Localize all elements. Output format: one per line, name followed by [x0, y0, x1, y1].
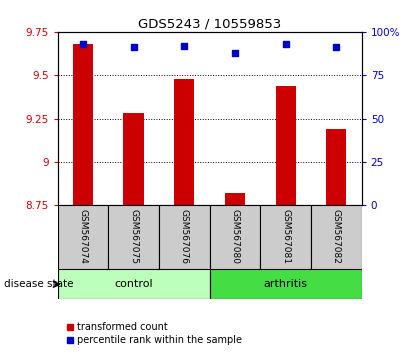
- Text: GSM567075: GSM567075: [129, 209, 138, 263]
- Bar: [174, 79, 194, 205]
- Bar: [260, 205, 311, 269]
- Bar: [108, 205, 159, 269]
- Bar: [311, 205, 362, 269]
- Text: disease state: disease state: [4, 279, 74, 289]
- Text: GSM567074: GSM567074: [79, 209, 88, 263]
- Bar: [58, 269, 210, 299]
- Point: [181, 43, 187, 48]
- Text: GSM567082: GSM567082: [332, 209, 341, 263]
- Point: [80, 41, 86, 47]
- Bar: [210, 205, 260, 269]
- Bar: [58, 205, 108, 269]
- Bar: [225, 193, 245, 205]
- Bar: [210, 269, 362, 299]
- Text: GSM567080: GSM567080: [231, 209, 240, 263]
- Point: [232, 50, 238, 56]
- Bar: [159, 205, 210, 269]
- Point: [130, 45, 137, 50]
- Bar: [326, 129, 346, 205]
- Text: GSM567076: GSM567076: [180, 209, 189, 263]
- Title: GDS5243 / 10559853: GDS5243 / 10559853: [138, 18, 281, 31]
- Point: [333, 45, 339, 50]
- Text: GSM567081: GSM567081: [281, 209, 290, 263]
- Bar: [73, 44, 93, 205]
- Legend: transformed count, percentile rank within the sample: transformed count, percentile rank withi…: [62, 319, 246, 349]
- Bar: [123, 113, 144, 205]
- Point: [282, 41, 289, 47]
- Text: control: control: [114, 279, 153, 289]
- Bar: [275, 86, 296, 205]
- Text: arthritis: arthritis: [263, 279, 308, 289]
